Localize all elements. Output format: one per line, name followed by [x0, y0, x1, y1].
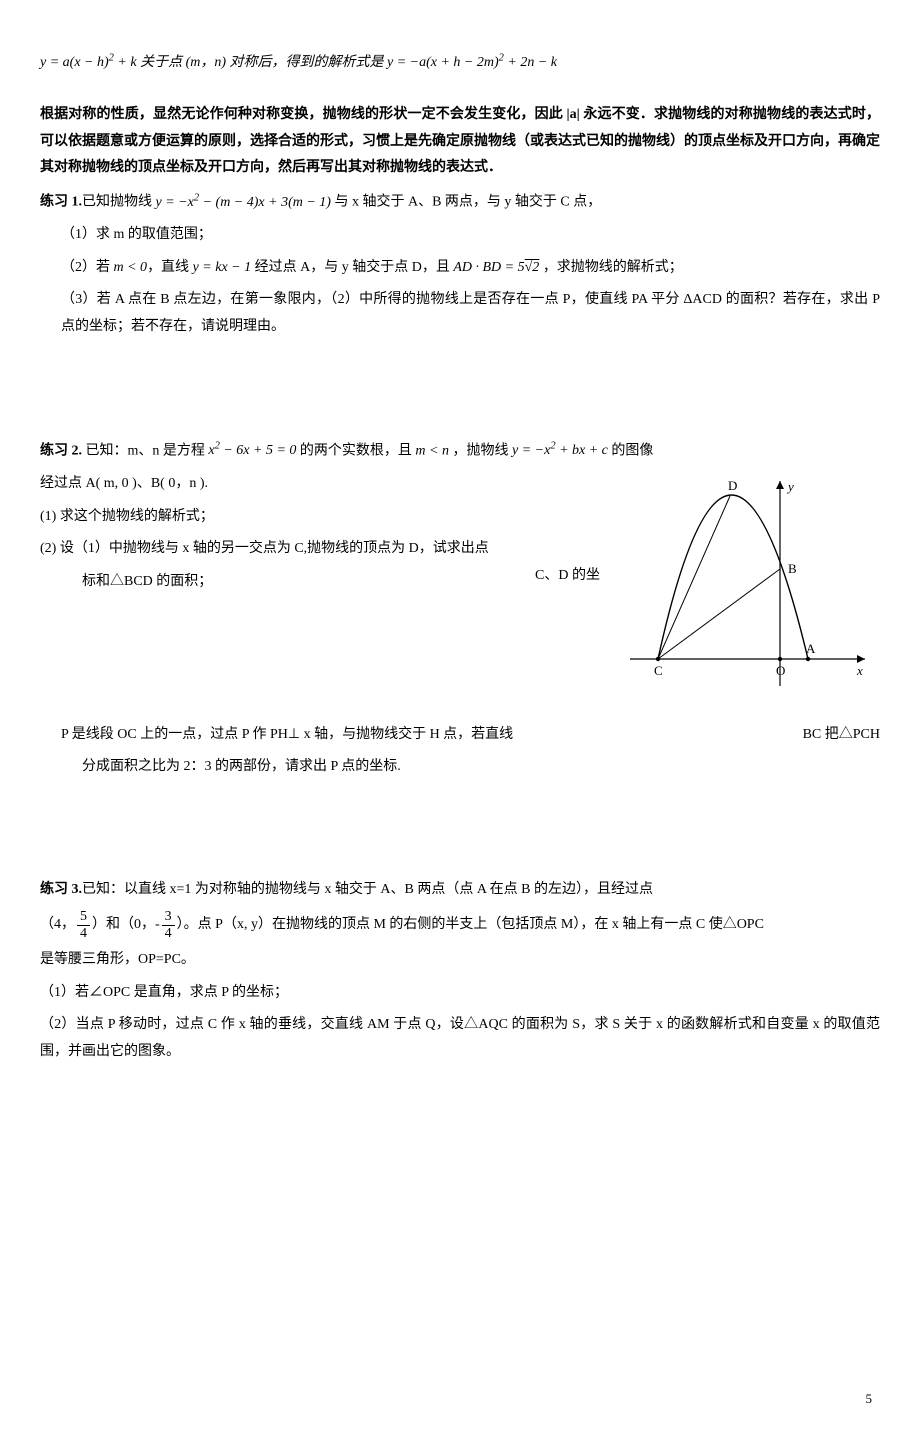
exercise-1-q2: （2）若 m < 0，直线 y = kx − 1 经过点 A，与 y 轴交于点 … [40, 255, 880, 282]
exercise-3-q2: （2）当点 P 移动时，过点 C 作 x 轴的垂线，交直线 AM 于点 Q，设△… [40, 1012, 880, 1065]
exercise-3-q1: （1）若∠OPC 是直角，求点 P 的坐标； [40, 980, 880, 1007]
exercise-1-q1: （1）求 m 的取值范围； [40, 222, 880, 249]
intro-explanation: 根据对称的性质，显然无论作何种对称变换，抛物线的形状一定不会发生变化，因此 |a… [40, 102, 880, 182]
exercise-1-title: 练习 1. [40, 195, 82, 210]
page-number: 5 [866, 1387, 873, 1412]
svg-text:B: B [788, 561, 797, 576]
exercise-1-header: 练习 1.已知抛物线 y = −x2 − (m − 4)x + 3(m − 1)… [40, 188, 880, 216]
exercise-2-q3c: 分成面积之比为 2：3 的两部份，请求出 P 点的坐标. [40, 754, 880, 781]
exercise-2-block: 练习 2. 已知：m、n 是方程 x2 − 6x + 5 = 0 的两个实数根，… [40, 437, 880, 787]
formula-text: y = a(x − h)2 + k 关于点 (m，n) 对称后，得到的解析式是 … [40, 55, 557, 70]
exercise-2-header: 练习 2. 已知：m、n 是方程 x2 − 6x + 5 = 0 的两个实数根，… [40, 437, 880, 465]
intro-formula: y = a(x − h)2 + k 关于点 (m，n) 对称后，得到的解析式是 … [40, 48, 880, 76]
svg-text:D: D [728, 478, 737, 493]
exercise-3-line2: （4，54）和（0，-34）。点 P（x, y）在抛物线的顶点 M 的右侧的半支… [40, 909, 880, 941]
exercise-2-title: 练习 2. [40, 443, 86, 458]
exercise-3-header: 练习 3.已知：以直线 x=1 为对称轴的抛物线与 x 轴交于 A、B 两点（点… [40, 877, 880, 904]
svg-text:A: A [806, 641, 816, 656]
svg-text:C: C [654, 663, 663, 678]
exercise-2-figure: D B A C Ox y [610, 471, 880, 712]
svg-text:y: y [786, 479, 794, 494]
svg-text:O: O [776, 663, 785, 678]
parabola-chart-svg: D B A C Ox y [610, 471, 880, 701]
svg-text:x: x [856, 663, 863, 678]
exercise-1-body: 已知抛物线 [82, 195, 156, 210]
exercise-3-title: 练习 3. [40, 882, 82, 897]
exercise-1-q3: （3）若 A 点在 B 点左边，在第一象限内，（2）中所得的抛物线上是否存在一点… [40, 287, 880, 340]
exercise-3-line3: 是等腰三角形，OP=PC。 [40, 947, 880, 974]
